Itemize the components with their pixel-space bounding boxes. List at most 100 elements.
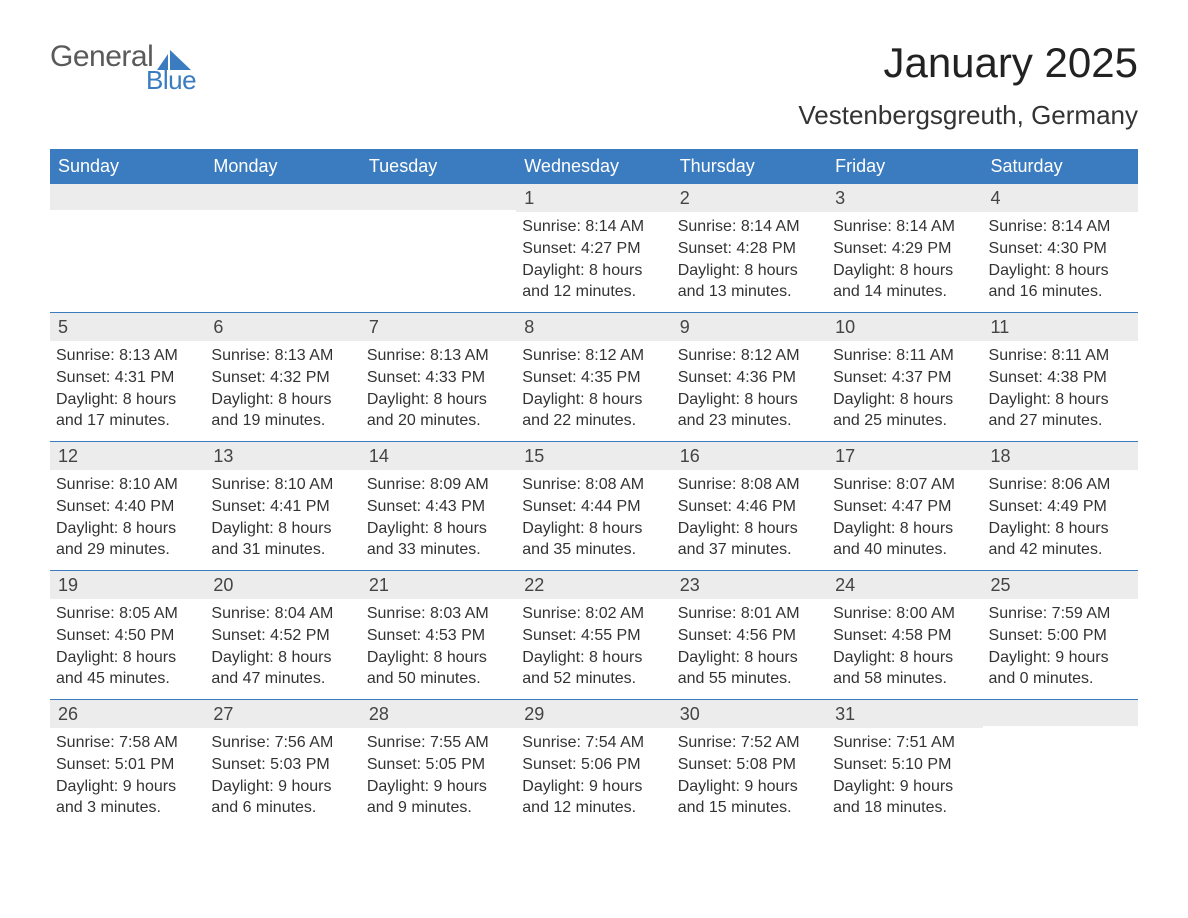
day-number: 29 — [516, 700, 671, 728]
sunset-text: Sunset: 5:01 PM — [56, 754, 199, 776]
sunset-text: Sunset: 4:49 PM — [989, 496, 1132, 518]
calendar-day-cell: 1Sunrise: 8:14 AMSunset: 4:27 PMDaylight… — [516, 184, 671, 312]
daylight-text: Daylight: 9 hours — [56, 776, 199, 798]
calendar-day-cell: 17 Sunrise: 8:07 AMSunset: 4:47 PMDayligh… — [827, 442, 982, 570]
daylight-text: Daylight: 9 hours — [678, 776, 821, 798]
calendar-day-cell: 8Sunrise: 8:12 AMSunset: 4:35 PMDaylight… — [516, 313, 671, 441]
day-number: 4 — [983, 184, 1138, 212]
sunrise-text: Sunrise: 8:07 AM — [833, 474, 976, 496]
day-number: 17 — [827, 442, 982, 470]
calendar-header-cell: Wednesday — [516, 150, 671, 183]
daylight-text: and 52 minutes. — [522, 668, 665, 690]
daylight-text: and 0 minutes. — [989, 668, 1132, 690]
sunset-text: Sunset: 4:37 PM — [833, 367, 976, 389]
calendar-week: 12Sunrise: 8:10 AMSunset: 4:40 PMDayligh… — [50, 441, 1138, 570]
calendar-week: 19 Sunrise: 8:05 AMSunset: 4:50 PM Dayligh… — [50, 570, 1138, 699]
daylight-text: and 19 minutes. — [211, 410, 354, 432]
sunrise-text: Sunrise: 8:13 AM — [56, 345, 199, 367]
daylight-text: and 12 minutes. — [522, 797, 665, 819]
sunset-text: Sunset: 4:50 PM — [56, 625, 199, 647]
daylight-text: and 13 minutes. — [678, 281, 821, 303]
daylight-text: and 31 minutes. — [211, 539, 354, 561]
calendar-header-cell: Sunday — [50, 150, 205, 183]
logo: General Blue — [50, 40, 196, 96]
daylight-text: and 37 minutes. — [678, 539, 821, 561]
day-number: 10 — [827, 313, 982, 341]
day-number: 23 — [672, 571, 827, 599]
sunset-text: Sunset: 4:28 PM — [678, 238, 821, 260]
daylight-text: and 42 minutes. — [989, 539, 1132, 561]
daylight-text: and 33 minutes. — [367, 539, 510, 561]
daylight-text: and 18 minutes. — [833, 797, 976, 819]
sunrise-text: Sunrise: 8:13 AM — [367, 345, 510, 367]
calendar-day-cell — [983, 700, 1138, 828]
calendar-day-cell: 19Sunrise: 8:05 AMSunset: 4:50 PMDayligh… — [50, 571, 205, 699]
daylight-text: Daylight: 8 hours — [56, 518, 199, 540]
day-number — [983, 700, 1138, 726]
daylight-text: and 3 minutes. — [56, 797, 199, 819]
day-number — [50, 184, 205, 210]
calendar-day-cell: 13Sunrise: 8:10 AMSunset: 4:41 PMDayligh… — [205, 442, 360, 570]
calendar-day-cell — [50, 184, 205, 312]
calendar-week: 5Sunrise: 8:13 AMSunset: 4:31 PMDaylight… — [50, 312, 1138, 441]
day-number: 16 — [672, 442, 827, 470]
daylight-text: Daylight: 9 hours — [211, 776, 354, 798]
title-block: January 2025 Vestenbergsgreuth, Germany — [798, 40, 1138, 131]
sunset-text: Sunset: 4:27 PM — [522, 238, 665, 260]
daylight-text: and 15 minutes. — [678, 797, 821, 819]
sunrise-text: Sunrise: 8:12 AM — [522, 345, 665, 367]
calendar-body: 1Sunrise: 8:14 AMSunset: 4:27 PMDaylight… — [50, 183, 1138, 828]
day-number: 30 — [672, 700, 827, 728]
daylight-text: and 12 minutes. — [522, 281, 665, 303]
day-number: 13 — [205, 442, 360, 470]
daylight-text: Daylight: 8 hours — [833, 518, 976, 540]
sunrise-text: Sunrise: 8:14 AM — [989, 216, 1132, 238]
calendar-header-cell: Tuesday — [361, 150, 516, 183]
sunset-text: Sunset: 4:52 PM — [211, 625, 354, 647]
sunrise-text: Sunrise: 8:11 AM — [833, 345, 976, 367]
day-number: 19 — [50, 571, 205, 599]
day-number: 20 — [205, 571, 360, 599]
calendar-header-cell: Friday — [827, 150, 982, 183]
daylight-text: Daylight: 8 hours — [522, 389, 665, 411]
daylight-text: and 45 minutes. — [56, 668, 199, 690]
sunrise-text: Sunrise: 7:59 AM — [989, 603, 1132, 625]
day-number: 21 — [361, 571, 516, 599]
sunset-text: Sunset: 4:46 PM — [678, 496, 821, 518]
day-number: 27 — [205, 700, 360, 728]
daylight-text: Daylight: 8 hours — [678, 518, 821, 540]
calendar-day-cell: 10Sunrise: 8:11 AMSunset: 4:37 PMDayligh… — [827, 313, 982, 441]
sunrise-text: Sunrise: 8:10 AM — [211, 474, 354, 496]
daylight-text: and 20 minutes. — [367, 410, 510, 432]
calendar-day-cell: 12Sunrise: 8:10 AMSunset: 4:40 PMDayligh… — [50, 442, 205, 570]
daylight-text: and 6 minutes. — [211, 797, 354, 819]
sunset-text: Sunset: 4:38 PM — [989, 367, 1132, 389]
sunset-text: Sunset: 4:47 PM — [833, 496, 976, 518]
calendar-day-cell: 23Sunrise: 8:01 AMSunset: 4:56 PMDayligh… — [672, 571, 827, 699]
sunrise-text: Sunrise: 8:14 AM — [522, 216, 665, 238]
daylight-text: Daylight: 8 hours — [211, 389, 354, 411]
sunrise-text: Sunrise: 7:52 AM — [678, 732, 821, 754]
daylight-text: Daylight: 9 hours — [367, 776, 510, 798]
day-number: 15 — [516, 442, 671, 470]
daylight-text: Daylight: 8 hours — [211, 647, 354, 669]
sunset-text: Sunset: 4:53 PM — [367, 625, 510, 647]
day-number: 9 — [672, 313, 827, 341]
day-number: 28 — [361, 700, 516, 728]
sunrise-text: Sunrise: 8:05 AM — [56, 603, 199, 625]
calendar-day-cell: 3Sunrise: 8:14 AMSunset: 4:29 PMDaylight… — [827, 184, 982, 312]
daylight-text: Daylight: 8 hours — [989, 389, 1132, 411]
calendar-day-cell: 29Sunrise: 7:54 AMSunset: 5:06 PMDayligh… — [516, 700, 671, 828]
day-number: 6 — [205, 313, 360, 341]
logo-text-blue: Blue — [146, 65, 196, 96]
sunset-text: Sunset: 4:58 PM — [833, 625, 976, 647]
day-number: 5 — [50, 313, 205, 341]
day-number: 8 — [516, 313, 671, 341]
calendar-day-cell: 31Sunrise: 7:51 AMSunset: 5:10 PMDayligh… — [827, 700, 982, 828]
day-number: 11 — [983, 313, 1138, 341]
calendar-day-cell: 30Sunrise: 7:52 AMSunset: 5:08 PMDayligh… — [672, 700, 827, 828]
month-title: January 2025 — [798, 40, 1138, 86]
sunrise-text: Sunrise: 8:12 AM — [678, 345, 821, 367]
header: General Blue January 2025 Vestenbergsgre… — [50, 40, 1138, 131]
daylight-text: Daylight: 8 hours — [678, 260, 821, 282]
